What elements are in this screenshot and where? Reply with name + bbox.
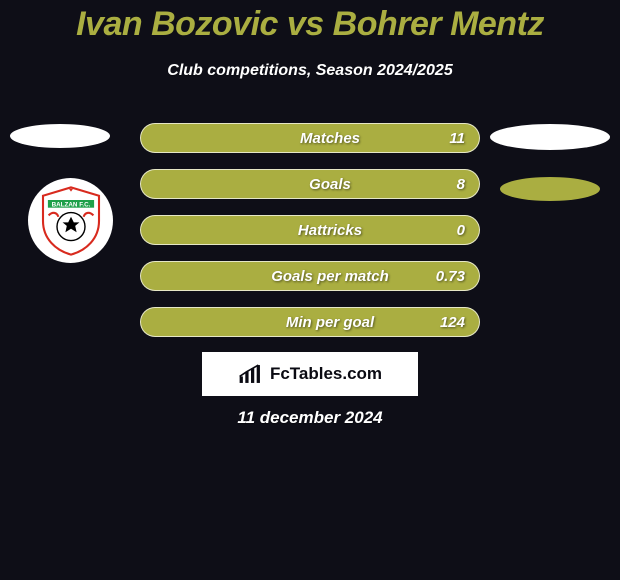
brand-label: FcTables.com xyxy=(270,364,382,384)
stat-bar: Goals8 xyxy=(140,169,480,199)
balzan-fc-icon: BALZAN F.C. xyxy=(36,186,106,256)
club-badge-left: BALZAN F.C. xyxy=(28,178,113,263)
stat-value: 0 xyxy=(425,222,465,239)
left-ellipse xyxy=(10,124,110,148)
stat-bar: Hattricks0 xyxy=(140,215,480,245)
stat-label: Matches xyxy=(155,130,425,147)
snapshot-date: 11 december 2024 xyxy=(0,408,620,428)
stat-value: 124 xyxy=(425,314,465,331)
vs-title: Ivan Bozovic vs Bohrer Mentz xyxy=(0,5,620,44)
stat-bar: Goals per match0.73 xyxy=(140,261,480,291)
stat-label: Min per goal xyxy=(155,314,425,331)
stat-label: Goals per match xyxy=(155,268,425,285)
svg-text:BALZAN F.C.: BALZAN F.C. xyxy=(51,201,90,208)
stat-bar: Matches11 xyxy=(140,123,480,153)
bars-chart-icon xyxy=(238,363,264,385)
stat-bar: Min per goal124 xyxy=(140,307,480,337)
stat-value: 11 xyxy=(425,130,465,147)
stat-label: Hattricks xyxy=(155,222,425,239)
comparison-card: Ivan Bozovic vs Bohrer Mentz Club compet… xyxy=(0,0,620,580)
right-ellipse-top xyxy=(490,124,610,150)
stat-label: Goals xyxy=(155,176,425,193)
brand-box: FcTables.com xyxy=(202,352,418,396)
competition-subtitle: Club competitions, Season 2024/2025 xyxy=(0,62,620,80)
stat-value: 0.73 xyxy=(425,268,465,285)
right-ellipse-bottom xyxy=(500,177,600,201)
stat-value: 8 xyxy=(425,176,465,193)
